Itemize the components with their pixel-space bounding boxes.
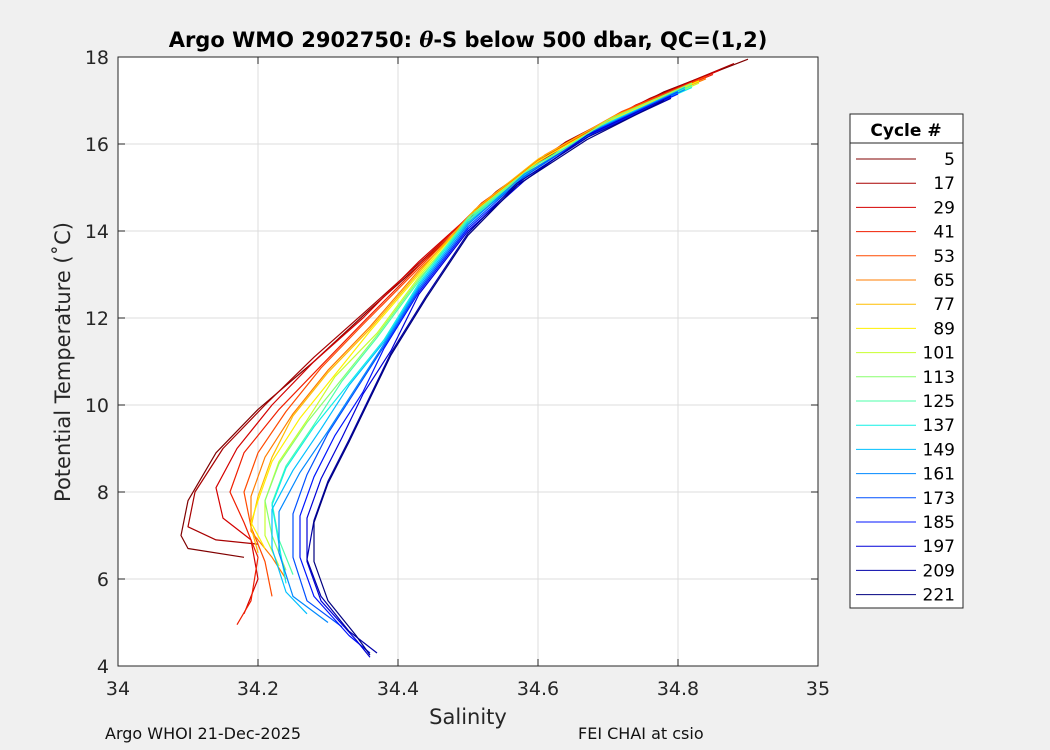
x-tick-labels: 34 34.2 34.4 34.6 34.8 35 <box>106 678 830 700</box>
legend-entry: 173 <box>856 489 955 509</box>
legend-entry: 29 <box>856 198 955 218</box>
legend-entry: 65 <box>856 271 955 291</box>
series-line-cycle-197 <box>306 95 672 658</box>
x-tick-label: 35 <box>806 678 830 700</box>
legend-label: 185 <box>923 513 955 533</box>
chart-title: Argo WMO 2902750: θ-S below 500 dbar, QC… <box>169 27 768 52</box>
y-tick-label: 12 <box>85 308 109 330</box>
legend-entry: 5 <box>856 150 955 170</box>
legend-label: 101 <box>923 344 955 364</box>
plot-area <box>118 57 818 666</box>
legend-label: 41 <box>933 223 955 243</box>
legend-label: 17 <box>933 174 955 194</box>
y-tick-label: 16 <box>85 134 109 156</box>
legend-entry: 221 <box>856 586 955 606</box>
data-series <box>180 58 749 658</box>
legend-entry: 101 <box>856 344 955 364</box>
legend-label: 89 <box>933 319 955 339</box>
series-line-cycle-17 <box>187 62 735 545</box>
legend-label: 197 <box>923 537 955 557</box>
plot-frame <box>117 56 819 667</box>
legend-entry: 77 <box>856 295 955 315</box>
legend-entry: 41 <box>856 223 955 243</box>
legend-label: 209 <box>923 561 955 581</box>
legend-entry: 209 <box>856 561 955 581</box>
legend-label: 53 <box>933 247 955 267</box>
series-line-cycle-221 <box>313 99 665 656</box>
axis-ticks <box>117 56 819 667</box>
legend-entry: 53 <box>856 247 955 267</box>
y-tick-label: 4 <box>97 656 109 678</box>
legend-label: 161 <box>923 465 955 485</box>
y-tick-label: 14 <box>85 221 109 243</box>
legend-label: 137 <box>923 416 955 436</box>
legend: Cycle # 5 17 29 41 53 65 77 89 101 113 125 137 149 16… <box>849 113 964 609</box>
legend-label: 77 <box>933 295 955 315</box>
legend-entries: 5 17 29 41 53 65 77 89 101 113 125 137 149 161 173 185 1… <box>856 150 955 606</box>
x-axis-label: Salinity <box>429 705 507 729</box>
legend-entry: 149 <box>856 440 955 460</box>
y-tick-label: 10 <box>85 395 109 417</box>
legend-entry: 161 <box>856 465 955 485</box>
series-line-cycle-77 <box>250 80 700 554</box>
series-line-cycle-209 <box>306 97 672 654</box>
legend-box <box>849 113 964 609</box>
legend-entry: 185 <box>856 513 955 533</box>
y-tick-label: 8 <box>97 482 109 504</box>
legend-label: 173 <box>923 489 955 509</box>
x-tick-label: 34.2 <box>237 678 279 700</box>
y-tick-label: 18 <box>85 47 109 69</box>
y-tick-labels: 4 6 8 10 12 14 16 18 <box>85 47 109 678</box>
series-line-cycle-89 <box>250 80 700 549</box>
legend-label: 113 <box>923 368 955 388</box>
series-line-cycle-161 <box>278 89 686 623</box>
legend-entry: 113 <box>856 368 955 388</box>
y-tick-label: 6 <box>97 569 109 591</box>
x-tick-label: 34 <box>106 678 130 700</box>
series-line-cycle-113 <box>264 82 693 571</box>
legend-entry: 89 <box>856 319 955 339</box>
legend-label: 65 <box>933 271 955 291</box>
x-tick-label: 34.4 <box>377 678 419 700</box>
legend-entry: 17 <box>856 174 955 194</box>
legend-label: 29 <box>933 198 955 218</box>
x-tick-label: 34.6 <box>517 678 559 700</box>
footer-left-text: Argo WHOI 21-Dec-2025 <box>105 724 302 743</box>
series-line-cycle-173 <box>292 91 679 628</box>
legend-entry: 137 <box>856 416 955 436</box>
legend-label: 5 <box>944 150 955 170</box>
legend-entry: 197 <box>856 537 955 557</box>
x-tick-label: 34.8 <box>657 678 699 700</box>
footer-right-text: FEI CHAI at csio <box>578 724 704 743</box>
y-axis-label: Potential Temperature (˚C) <box>51 222 75 502</box>
legend-label: 149 <box>923 440 955 460</box>
legend-title: Cycle # <box>870 121 941 141</box>
legend-label: 125 <box>923 392 955 412</box>
legend-entry: 125 <box>856 392 955 412</box>
legend-label: 221 <box>923 586 955 606</box>
